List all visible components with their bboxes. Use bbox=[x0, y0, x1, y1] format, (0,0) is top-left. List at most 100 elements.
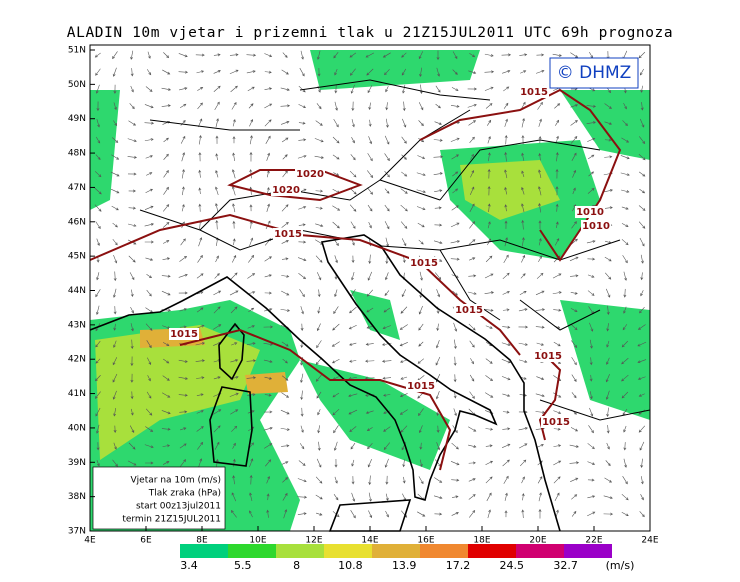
wind-arrow bbox=[436, 323, 440, 332]
wind-arrow bbox=[280, 87, 290, 92]
lat-label: 51N bbox=[68, 46, 86, 56]
wind-arrow bbox=[623, 288, 627, 298]
wind-arrow bbox=[300, 390, 304, 401]
wind-arrow bbox=[112, 67, 117, 77]
wind-arrow bbox=[467, 103, 477, 108]
wind-arrow bbox=[266, 509, 270, 518]
wind-arrow bbox=[434, 477, 443, 483]
wind-arrow bbox=[147, 357, 152, 365]
wind-arrow bbox=[333, 494, 339, 501]
wind-arrow bbox=[521, 509, 525, 519]
wind-arrow bbox=[196, 393, 204, 397]
colorbar-value: 13.9 bbox=[392, 559, 417, 572]
wind-arrow bbox=[638, 425, 646, 433]
wind-arrow bbox=[249, 204, 253, 212]
lat-label: 47N bbox=[68, 183, 86, 193]
wind-arrow bbox=[470, 170, 475, 178]
wind-arrow bbox=[146, 340, 152, 349]
wind-arrow bbox=[349, 204, 357, 212]
wind-arrow bbox=[604, 121, 613, 125]
wind-arrow bbox=[130, 408, 134, 416]
wind-arrow bbox=[487, 136, 491, 144]
wind-arrow bbox=[230, 272, 238, 280]
isobar-label-bg bbox=[169, 328, 199, 340]
wind-arrow bbox=[263, 342, 274, 346]
wind-arrow bbox=[264, 443, 273, 449]
wind-arrow bbox=[640, 476, 644, 485]
wind-arrow bbox=[298, 223, 306, 227]
wind-arrow bbox=[127, 172, 137, 176]
wind-arrow bbox=[639, 188, 646, 194]
wind-arrow bbox=[588, 171, 595, 177]
wind-arrow bbox=[95, 305, 100, 315]
wind-arrow bbox=[163, 186, 169, 195]
wind-arrow bbox=[384, 290, 390, 297]
wind-arrow bbox=[469, 374, 475, 382]
wind-arrow bbox=[129, 103, 135, 110]
wind-arrow bbox=[419, 84, 423, 95]
wind-arrow bbox=[351, 119, 355, 128]
wind-arrow bbox=[384, 458, 389, 468]
wind-arrow bbox=[487, 119, 492, 126]
wind-arrow bbox=[382, 376, 392, 380]
wind-arrow bbox=[504, 118, 508, 127]
wind-arrow bbox=[605, 460, 611, 467]
wind-arrow bbox=[298, 240, 307, 244]
wind-arrow bbox=[621, 239, 629, 246]
wind-arrow bbox=[264, 393, 272, 397]
wind-arrow bbox=[230, 359, 239, 363]
wind-arrow bbox=[435, 85, 441, 93]
wind-arrow bbox=[247, 325, 255, 329]
wind-arrow bbox=[162, 392, 171, 398]
wind-arrow bbox=[570, 136, 578, 144]
wind-arrow bbox=[622, 324, 628, 331]
wind-arrow bbox=[198, 203, 202, 212]
wind-arrow bbox=[502, 291, 510, 295]
wind-arrow bbox=[249, 135, 253, 145]
wind-arrow bbox=[232, 475, 236, 485]
wind-arrow bbox=[264, 119, 272, 127]
wind-arrow bbox=[248, 307, 255, 313]
wind-arrow bbox=[113, 120, 118, 127]
wind-arrow bbox=[620, 172, 630, 177]
wind-arrow bbox=[364, 376, 375, 380]
wind-arrow bbox=[213, 53, 221, 57]
wind-arrow bbox=[300, 306, 304, 315]
wind-arrow bbox=[436, 67, 441, 77]
wind-arrow bbox=[571, 510, 577, 517]
wind-arrow bbox=[365, 359, 375, 363]
wind-arrow bbox=[417, 358, 425, 364]
lat-label: 45N bbox=[68, 252, 86, 262]
wind-arrow bbox=[195, 342, 205, 346]
wind-arrow bbox=[264, 70, 272, 74]
isobar bbox=[419, 88, 622, 262]
wind-arrow bbox=[214, 273, 220, 279]
wind-arrow bbox=[621, 137, 630, 143]
wind-arrow bbox=[350, 510, 356, 519]
wind-arrow bbox=[436, 442, 441, 451]
wind-arrow bbox=[213, 306, 221, 314]
wind-arrow bbox=[535, 308, 546, 312]
wind-arrow bbox=[484, 273, 494, 279]
wind-arrow bbox=[589, 374, 593, 382]
wind-arrow bbox=[451, 442, 459, 450]
wind-arrow bbox=[572, 169, 577, 178]
wind-arrow bbox=[334, 101, 338, 111]
wind-arrow bbox=[519, 359, 528, 363]
wind-arrow bbox=[282, 477, 289, 483]
wind-arrow bbox=[196, 307, 204, 313]
wind-arrow bbox=[501, 443, 511, 448]
wind-arrow bbox=[485, 358, 493, 364]
isobar-label: 1015 bbox=[534, 351, 562, 362]
copyright: © DHMZ bbox=[557, 63, 632, 83]
wind-arrow bbox=[553, 308, 562, 312]
wind-arrow bbox=[501, 342, 511, 347]
wind-arrow bbox=[502, 459, 510, 467]
wind-arrow bbox=[586, 240, 596, 244]
wind-arrow bbox=[399, 409, 408, 415]
wind-arrow bbox=[266, 152, 271, 161]
wind-arrow bbox=[504, 186, 508, 195]
wind-arrow bbox=[552, 291, 562, 295]
wind-arrow bbox=[606, 305, 610, 315]
wind-arrow bbox=[162, 221, 170, 228]
